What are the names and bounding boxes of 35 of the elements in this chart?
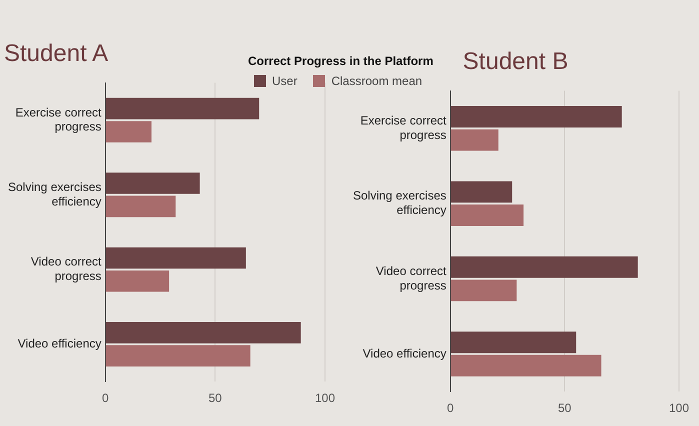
bar bbox=[106, 196, 176, 218]
bar bbox=[106, 270, 170, 292]
bar bbox=[450, 354, 602, 376]
y-tick-label: Exercise correct progress bbox=[360, 114, 448, 142]
y-tick-label: Video efficiency bbox=[362, 346, 446, 360]
y-tick-label: Solving exercises efficiency bbox=[8, 180, 102, 208]
x-tick-label: 0 bbox=[102, 391, 110, 406]
y-tick-label: Video correct progress bbox=[376, 264, 448, 292]
bar bbox=[106, 322, 301, 344]
bar bbox=[450, 106, 622, 128]
x-tick-label: 100 bbox=[314, 391, 336, 406]
x-tick-label: 50 bbox=[208, 391, 222, 406]
legend-title: Correct Progress in the Platform bbox=[248, 54, 434, 68]
bar bbox=[106, 247, 246, 269]
bar bbox=[450, 280, 517, 302]
bar bbox=[106, 345, 250, 366]
bar bbox=[106, 98, 260, 120]
bar bbox=[450, 332, 576, 354]
x-tick-label: 50 bbox=[558, 401, 572, 416]
y-tick-label: Exercise correct progress bbox=[15, 105, 102, 134]
chart-title: Student B bbox=[462, 48, 568, 76]
bar bbox=[450, 129, 498, 151]
bar bbox=[450, 181, 512, 203]
chart-title: Student A bbox=[4, 40, 108, 68]
bar bbox=[450, 256, 638, 278]
x-tick-label: 100 bbox=[668, 401, 690, 416]
legend-label: Classroom mean bbox=[331, 74, 422, 88]
bar bbox=[450, 204, 524, 226]
y-tick-label: Video correct progress bbox=[30, 254, 102, 284]
y-tick-label: Solving exercises efficiency bbox=[353, 188, 446, 218]
x-tick-label: 0 bbox=[447, 401, 454, 416]
y-tick-label: Video efficiency bbox=[18, 336, 102, 351]
bar bbox=[106, 172, 200, 194]
legend-label: User bbox=[272, 74, 298, 88]
bar bbox=[106, 121, 152, 142]
